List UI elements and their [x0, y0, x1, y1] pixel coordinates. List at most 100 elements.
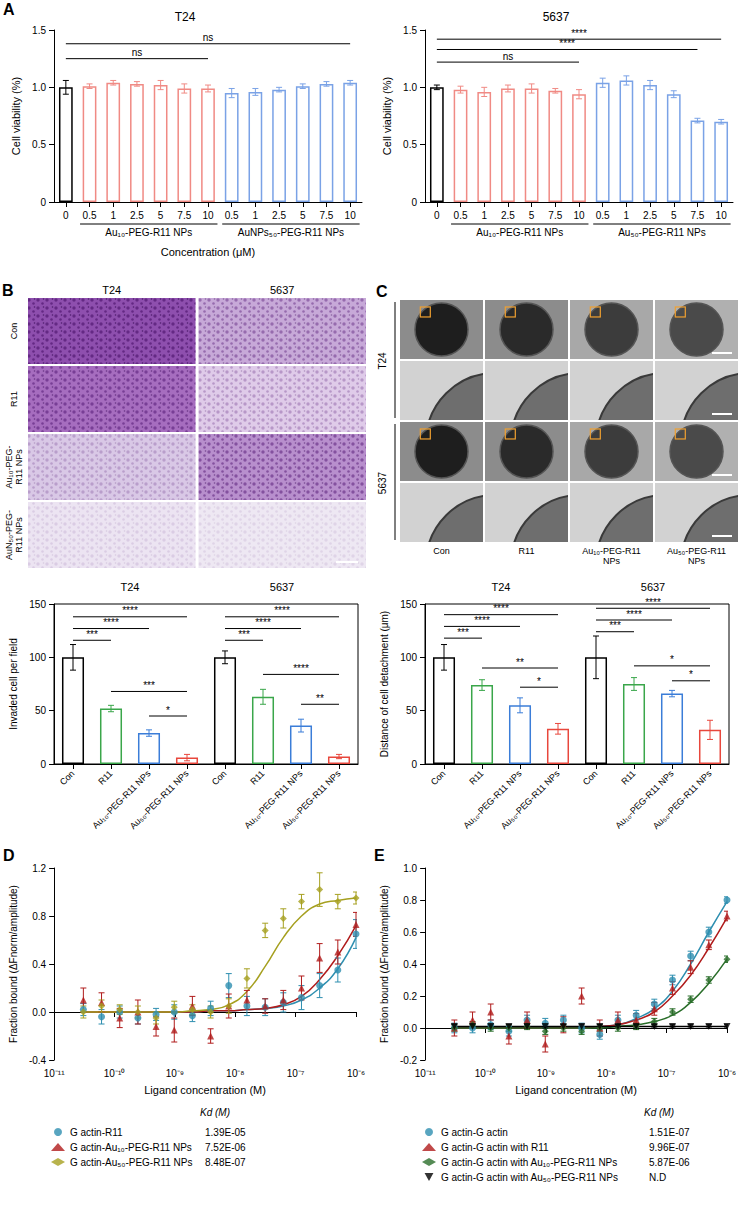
- svg-text:7.5: 7.5: [548, 210, 562, 221]
- svg-text:Fraction bound (ΔFnorm/amplitu: Fraction bound (ΔFnorm/amplitude): [379, 885, 390, 1043]
- svg-text:Au₅₀-PEG-R11 NPs: Au₅₀-PEG-R11 NPs: [651, 768, 714, 831]
- svg-text:Con: Con: [9, 323, 19, 340]
- svg-text:1.0: 1.0: [32, 82, 46, 93]
- svg-text:1.39E-05: 1.39E-05: [205, 1127, 246, 1138]
- svg-text:-0.2: -0.2: [400, 1055, 418, 1066]
- svg-text:Au₁₀-PEG-R11 NPs: Au₁₀-PEG-R11 NPs: [105, 227, 192, 238]
- svg-text:0.5: 0.5: [403, 139, 417, 150]
- svg-text:5637: 5637: [641, 581, 665, 593]
- svg-text:Con: Con: [433, 546, 450, 556]
- svg-text:Con: Con: [581, 768, 600, 787]
- svg-text:Au₅₀-PEG-R11 NPs: Au₅₀-PEG-R11 NPs: [280, 768, 343, 831]
- svg-text:0.4: 0.4: [32, 959, 46, 970]
- svg-text:R11: R11: [96, 768, 114, 786]
- svg-text:Con: Con: [429, 768, 448, 787]
- svg-text:5: 5: [529, 210, 535, 221]
- svg-text:1: 1: [624, 210, 630, 221]
- svg-text:5637: 5637: [270, 284, 294, 296]
- svg-text:7.52E-06: 7.52E-06: [205, 1142, 246, 1153]
- svg-text:50: 50: [406, 705, 418, 716]
- svg-text:**: **: [316, 693, 324, 704]
- svg-text:Ligand concentration (M): Ligand concentration (M): [144, 1084, 266, 1096]
- svg-text:0.5: 0.5: [596, 210, 610, 221]
- svg-text:100: 100: [400, 652, 417, 663]
- svg-text:5: 5: [671, 210, 677, 221]
- svg-text:G actin-G actin: G actin-G actin: [441, 1127, 508, 1138]
- svg-text:5637: 5637: [270, 581, 294, 593]
- svg-text:Au₁₀-PEG-R11 NPs: Au₁₀-PEG-R11 NPs: [4, 446, 24, 489]
- svg-text:****: ****: [293, 663, 309, 674]
- svg-text:T24: T24: [102, 284, 121, 296]
- svg-text:10⁻⁶: 10⁻⁶: [347, 1068, 365, 1079]
- svg-text:0: 0: [411, 759, 417, 770]
- svg-text:****: ****: [645, 597, 661, 608]
- svg-text:****: ****: [122, 605, 138, 616]
- svg-text:1.0: 1.0: [403, 82, 417, 93]
- svg-text:G actin-R11: G actin-R11: [70, 1127, 123, 1138]
- svg-text:10⁻⁸: 10⁻⁸: [597, 1068, 615, 1079]
- svg-text:10⁻¹⁰: 10⁻¹⁰: [475, 1068, 496, 1079]
- svg-text:*: *: [537, 676, 541, 687]
- svg-text:*: *: [670, 654, 674, 665]
- svg-text:1.5: 1.5: [32, 25, 46, 36]
- svg-text:1.5: 1.5: [403, 25, 417, 36]
- svg-text:150: 150: [29, 599, 46, 610]
- svg-text:10⁻¹¹: 10⁻¹¹: [415, 1068, 436, 1079]
- svg-text:7.5: 7.5: [320, 210, 334, 221]
- svg-text:7.5: 7.5: [177, 210, 191, 221]
- svg-text:N.D: N.D: [649, 1172, 666, 1183]
- svg-text:Concentration (μM): Concentration (μM): [161, 246, 255, 258]
- svg-text:R11: R11: [519, 546, 535, 556]
- svg-text:****: ****: [474, 615, 490, 626]
- svg-text:T24: T24: [121, 581, 140, 593]
- svg-text:ns: ns: [503, 51, 514, 62]
- svg-text:0.5: 0.5: [225, 210, 239, 221]
- svg-text:Au₅₀-PEG-R11 NPs: Au₅₀-PEG-R11 NPs: [499, 768, 562, 831]
- svg-text:10⁻¹⁰: 10⁻¹⁰: [104, 1068, 125, 1079]
- svg-text:Cell viability (%): Cell viability (%): [381, 77, 393, 155]
- svg-text:5: 5: [158, 210, 164, 221]
- svg-text:8.48E-07: 8.48E-07: [205, 1157, 246, 1168]
- svg-text:R11: R11: [619, 768, 637, 786]
- svg-text:10⁻¹¹: 10⁻¹¹: [44, 1068, 65, 1079]
- svg-text:Au₁₀-PEG-R11 NPs: Au₁₀-PEG-R11 NPs: [476, 227, 563, 238]
- svg-text:R11: R11: [467, 768, 485, 786]
- svg-text:Au₅₀-PEG-R11 NPs: Au₅₀-PEG-R11 NPs: [128, 768, 191, 831]
- svg-text:G actin-G actin with Au₅₀-PEG-: G actin-G actin with Au₅₀-PEG-R11 NPs: [441, 1172, 618, 1183]
- svg-text:T24: T24: [492, 581, 511, 593]
- svg-text:***: ***: [86, 629, 98, 640]
- svg-text:1: 1: [253, 210, 259, 221]
- svg-text:150: 150: [400, 599, 417, 610]
- svg-text:2.5: 2.5: [643, 210, 657, 221]
- svg-text:2.5: 2.5: [501, 210, 515, 221]
- svg-text:7.5: 7.5: [691, 210, 705, 221]
- svg-text:ns: ns: [203, 32, 214, 43]
- svg-text:***: ***: [609, 620, 621, 631]
- svg-text:2.5: 2.5: [272, 210, 286, 221]
- svg-text:0.5: 0.5: [454, 210, 468, 221]
- svg-text:****: ****: [255, 617, 271, 628]
- svg-text:10⁻⁹: 10⁻⁹: [537, 1068, 555, 1079]
- svg-text:Fraction bound (ΔFnorm/amplitu: Fraction bound (ΔFnorm/amplitude): [8, 885, 19, 1043]
- svg-text:0.8: 0.8: [403, 895, 417, 906]
- svg-text:C: C: [376, 283, 388, 300]
- svg-text:10⁻⁹: 10⁻⁹: [166, 1068, 184, 1079]
- svg-text:10⁻⁶: 10⁻⁶: [718, 1068, 736, 1079]
- svg-text:Au₁₀-PEG-R11: Au₁₀-PEG-R11: [582, 546, 641, 556]
- svg-text:***: ***: [457, 627, 469, 638]
- svg-text:5637: 5637: [543, 10, 570, 24]
- svg-text:1: 1: [481, 210, 487, 221]
- svg-text:***: ***: [238, 629, 250, 640]
- svg-text:1.2: 1.2: [32, 863, 46, 874]
- svg-text:Kd (M): Kd (M): [200, 1107, 230, 1118]
- svg-text:0: 0: [40, 759, 46, 770]
- svg-text:0.8: 0.8: [32, 911, 46, 922]
- svg-text:Au₅₀-PEG-R11: Au₅₀-PEG-R11: [667, 546, 726, 556]
- svg-text:G actin-G actin with Au₁₀-PEG-: G actin-G actin with Au₁₀-PEG-R11 NPs: [441, 1157, 617, 1168]
- svg-text:1.51E-07: 1.51E-07: [649, 1127, 690, 1138]
- svg-text:*: *: [166, 705, 170, 716]
- svg-text:10: 10: [202, 210, 214, 221]
- svg-text:2.5: 2.5: [130, 210, 144, 221]
- svg-text:Kd (M): Kd (M): [644, 1107, 674, 1118]
- svg-text:****: ****: [103, 617, 119, 628]
